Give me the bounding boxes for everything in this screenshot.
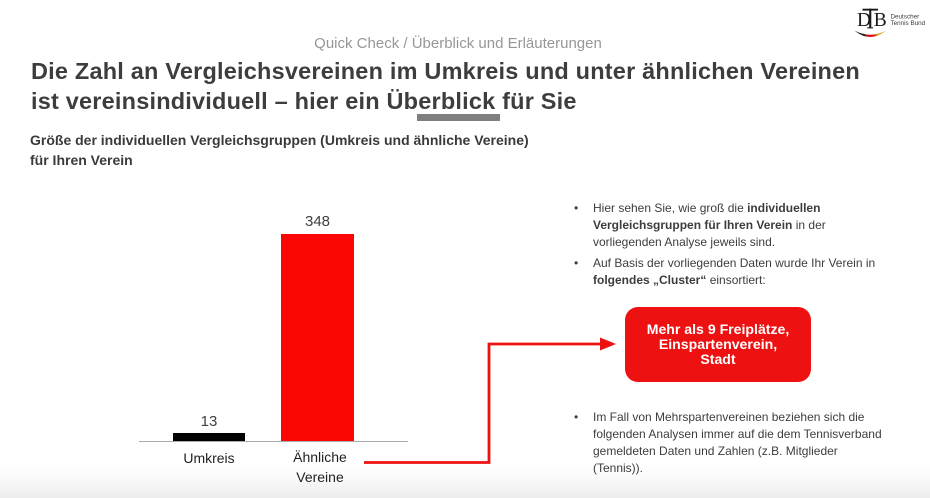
- svg-text:D: D: [857, 10, 871, 31]
- svg-text:Deutscher: Deutscher: [891, 13, 920, 20]
- svg-text:Tennis Bund: Tennis Bund: [891, 20, 926, 27]
- svg-text:B: B: [874, 10, 887, 31]
